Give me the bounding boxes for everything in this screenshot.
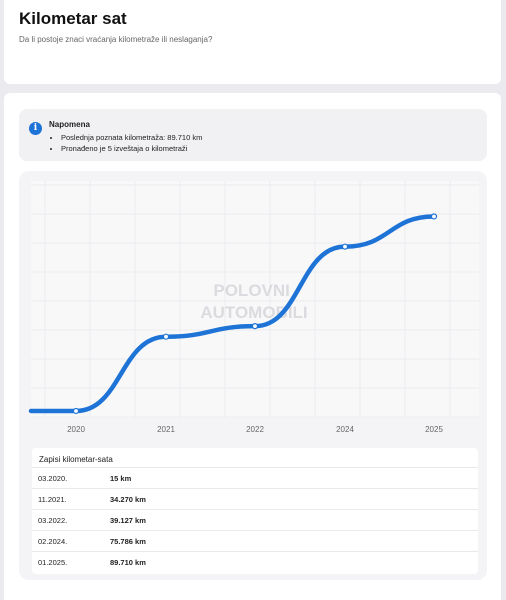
data-point: [430, 213, 438, 220]
note-list: Poslednja poznata kilometraža: 89.710 km…: [49, 132, 202, 154]
x-tick-label: 2025: [425, 425, 443, 434]
note-box: i Napomena Poslednja poznata kilometraža…: [19, 109, 487, 161]
page-title: Kilometar sat: [19, 9, 127, 28]
odometer-chart: POLOVNI AUTOMOBILI 2020 2021 2022 2024 2025 …: [19, 171, 487, 580]
data-point: [251, 323, 259, 330]
record-value: 34.270 km: [110, 495, 146, 504]
record-date: 01.2025.: [38, 558, 68, 567]
note-item: Poslednja poznata kilometraža: 89.710 km: [61, 132, 202, 143]
note-item: Pronađeno je 5 izveštaja o kilometraži: [61, 143, 202, 154]
x-tick-label: 2024: [336, 425, 354, 434]
x-tick-label: 2021: [157, 425, 175, 434]
data-points: [72, 213, 438, 415]
data-point: [72, 407, 80, 415]
record-date: 11.2021.: [38, 495, 67, 504]
table-row: 03.2020. 15 km: [32, 467, 478, 488]
header-card: Kilometar sat Da li postoje znaci vraćan…: [4, 0, 501, 84]
record-value: 75.786 km: [110, 537, 146, 546]
mileage-records-table: Zapisi kilometar-sata 03.2020. 15 km 11.…: [32, 448, 478, 574]
record-date: 03.2022.: [38, 516, 68, 525]
data-point: [162, 333, 170, 340]
table-row: 11.2021. 34.270 km: [32, 488, 478, 509]
table-row: 03.2022. 39.127 km: [32, 509, 478, 530]
info-icon: i: [29, 122, 42, 135]
record-date: 02.2024.: [38, 537, 68, 546]
table-row: 01.2025. 89.710 km: [32, 551, 478, 572]
record-value: 15 km: [110, 474, 132, 483]
record-date: 03.2020.: [38, 474, 68, 483]
chart-svg: POLOVNI AUTOMOBILI 2020 2021 2022 2024 2025: [28, 181, 479, 434]
table-title: Zapisi kilometar-sata: [39, 455, 113, 464]
x-axis-ticks: 2020 2021 2022 2024 2025: [67, 425, 443, 434]
page-subtitle: Da li postoje znaci vraćanja kilometraže…: [19, 35, 213, 44]
note-title: Napomena: [49, 120, 90, 129]
x-tick-label: 2022: [246, 425, 264, 434]
table-row: 02.2024. 75.786 km: [32, 530, 478, 551]
record-value: 89.710 km: [110, 558, 146, 567]
x-tick-label: 2020: [67, 425, 85, 434]
data-point: [341, 243, 349, 250]
chart-grid: [31, 181, 479, 418]
odometer-card: i Napomena Poslednja poznata kilometraža…: [4, 93, 501, 600]
record-value: 39.127 km: [110, 516, 146, 525]
